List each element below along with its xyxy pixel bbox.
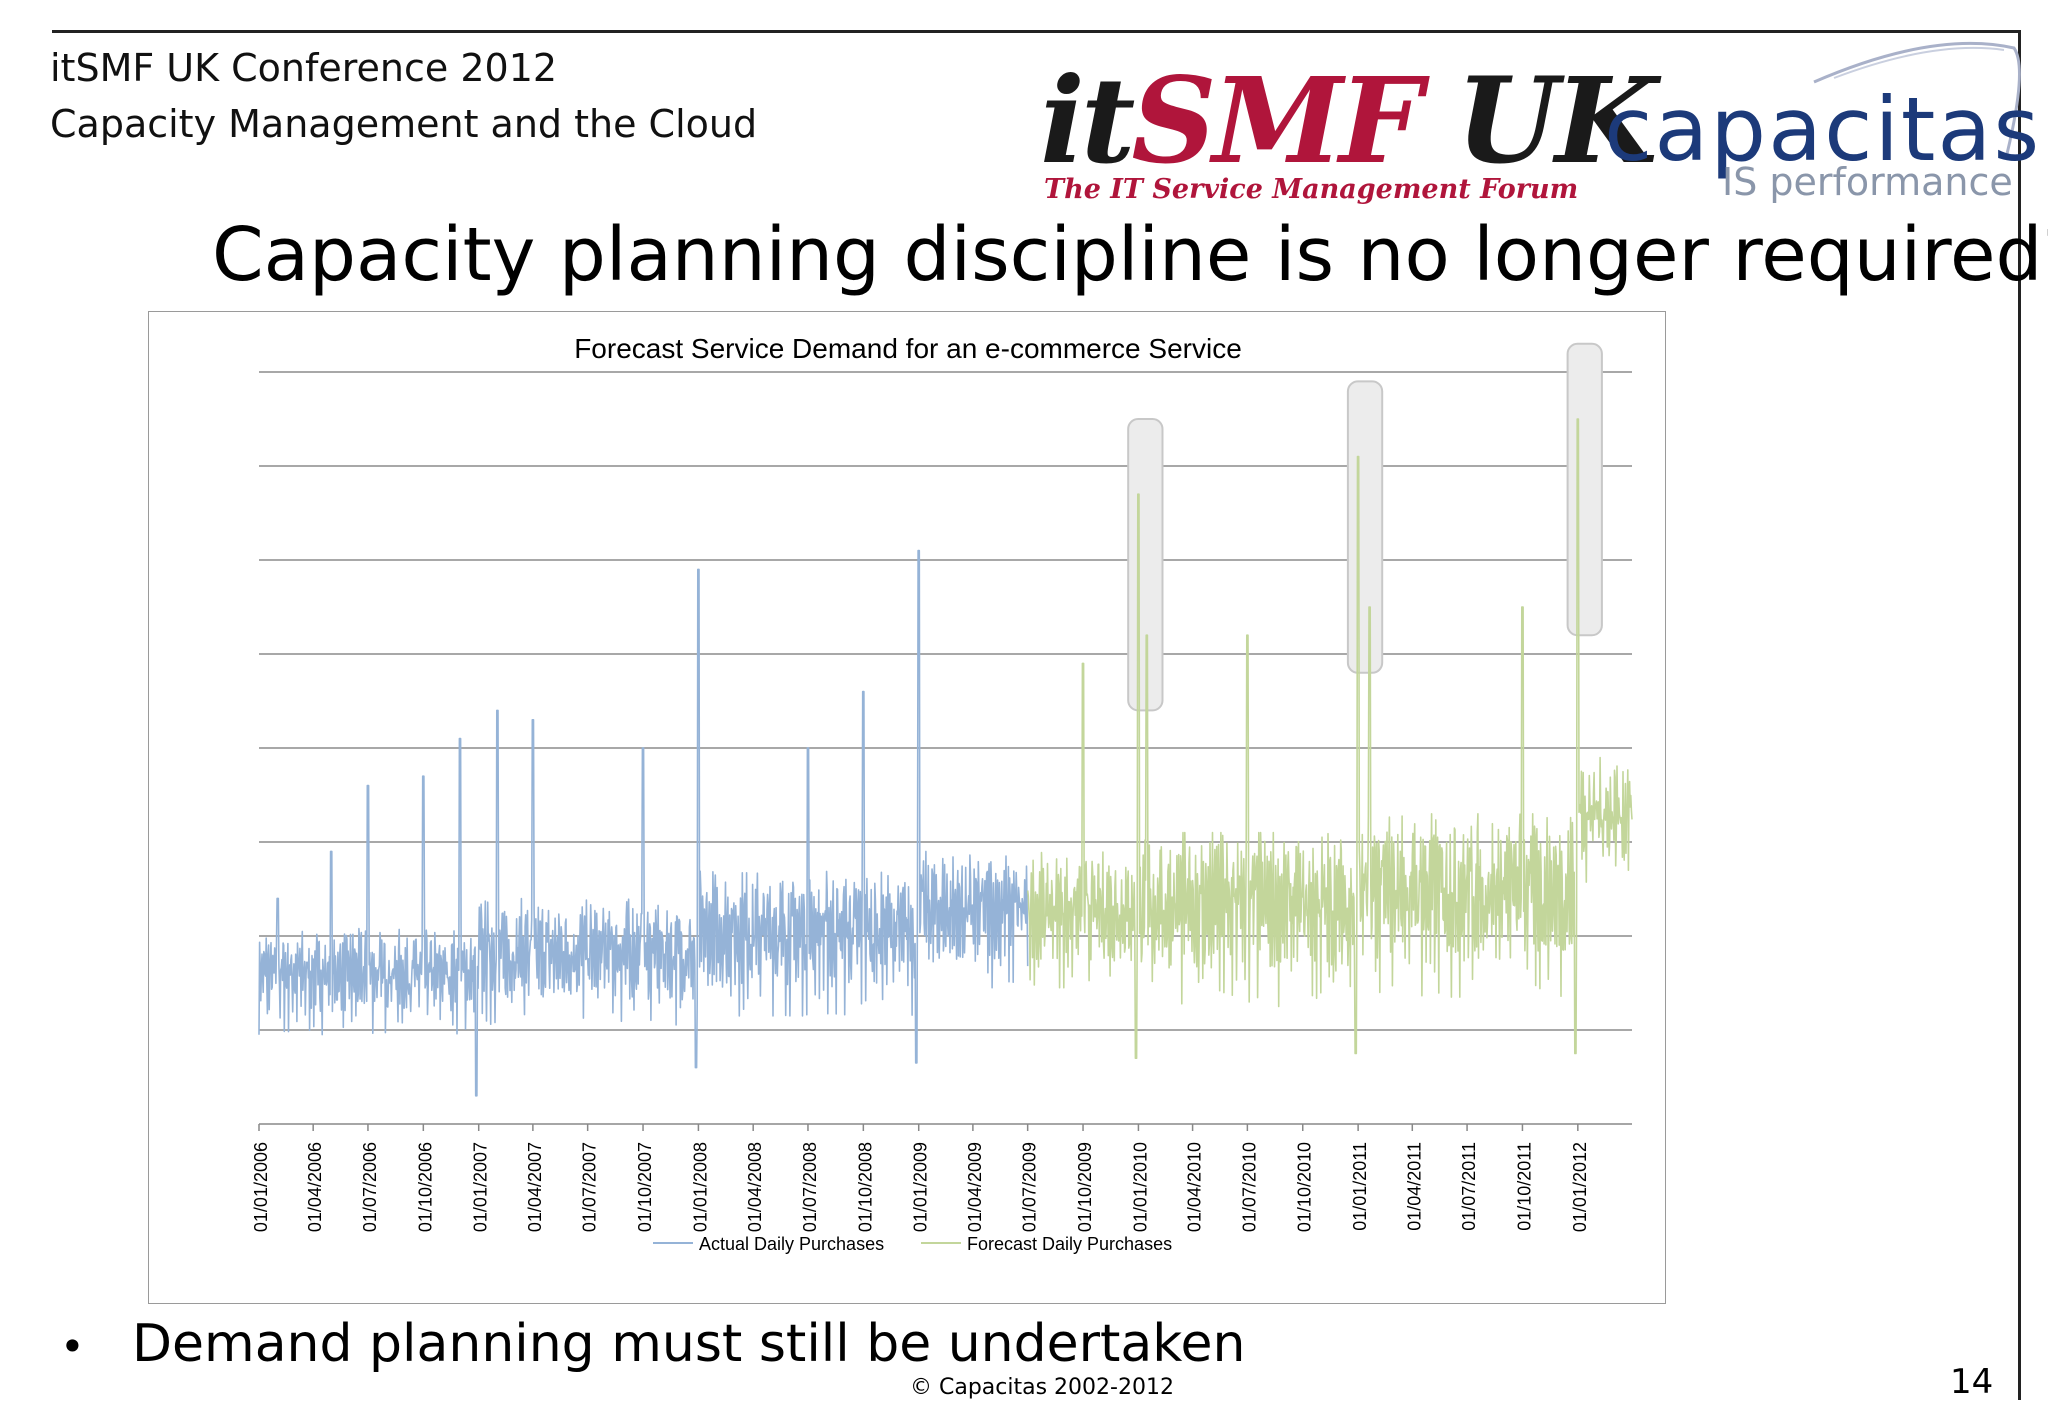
capacitas-swoosh-icon bbox=[1813, 41, 2021, 159]
x-tick-label: 01/10/2008 bbox=[855, 1142, 875, 1232]
x-tick-label: 01/10/2007 bbox=[635, 1142, 655, 1232]
x-tick-label: 01/07/2011 bbox=[1459, 1142, 1479, 1231]
x-tick-label: 01/01/2008 bbox=[690, 1142, 710, 1232]
demand-chart: 01/01/2006 01/04/2006 01/07/2006 01/10/2006… bbox=[251, 333, 1633, 1254]
highlighted-peak-period bbox=[1346, 380, 1384, 674]
legend-label-actual: Actual Daily Purchases bbox=[699, 1234, 884, 1254]
x-tick-label: 01/04/2009 bbox=[965, 1142, 985, 1232]
chart-title: Forecast Service Demand for an e-commerc… bbox=[574, 333, 1242, 364]
x-tick-label: 01/04/2008 bbox=[745, 1142, 765, 1232]
bullet-dot: • bbox=[60, 1322, 85, 1371]
capacitas-wordmark: capacitas bbox=[1604, 78, 2042, 181]
x-tick-label: 01/10/2010 bbox=[1295, 1142, 1315, 1232]
capacitas-logo: capacitas IS performance bbox=[1604, 38, 2039, 218]
x-tick-label: 01/01/2010 bbox=[1130, 1142, 1150, 1232]
conference-subtitle: Capacity Management and the Cloud bbox=[50, 102, 758, 146]
x-tick-label: 01/10/2011 bbox=[1514, 1142, 1534, 1231]
itsmf-logo-it: it bbox=[1040, 51, 1135, 190]
right-rule bbox=[2018, 30, 2021, 1400]
legend-label-forecast: Forecast Daily Purchases bbox=[967, 1234, 1172, 1254]
x-tick-label: 01/07/2006 bbox=[360, 1142, 380, 1232]
top-rule bbox=[52, 30, 2020, 33]
x-tick-label: 01/07/2007 bbox=[580, 1142, 600, 1232]
itsmf-logo-tagline: The IT Service Management Forum bbox=[1044, 174, 1579, 205]
slide-title: Capacity planning discipline is no longe… bbox=[212, 212, 2048, 298]
x-tick-label: 01/01/2009 bbox=[911, 1142, 931, 1232]
actual-series-line bbox=[258, 549, 1029, 1097]
x-tick-label: 01/07/2009 bbox=[1020, 1142, 1040, 1232]
x-tick-label: 01/07/2008 bbox=[800, 1142, 820, 1232]
x-tick-label: 01/10/2009 bbox=[1075, 1142, 1095, 1232]
conference-title: itSMF UK Conference 2012 bbox=[50, 46, 558, 90]
x-tick-label: 01/01/2012 bbox=[1570, 1142, 1590, 1232]
bullet-text: Demand planning must still be undertaken bbox=[132, 1314, 1246, 1374]
x-tick-label: 01/10/2006 bbox=[415, 1142, 435, 1232]
x-tick-label: 01/04/2011 bbox=[1404, 1142, 1424, 1231]
x-tick-label: 01/04/2010 bbox=[1185, 1142, 1205, 1232]
page-number: 14 bbox=[1950, 1362, 1994, 1402]
chart-frame: 01/01/2006 01/04/2006 01/07/2006 01/10/2006… bbox=[148, 311, 1666, 1304]
itsmf-logo-uk: UK bbox=[1456, 51, 1657, 190]
x-tick-label: 01/01/2007 bbox=[471, 1142, 491, 1232]
forecast-series-line bbox=[1026, 418, 1633, 1060]
itsmf-uk-logo: itSMF UK The IT Service Management Forum bbox=[1040, 62, 1658, 212]
highlighted-peak-period bbox=[1566, 342, 1603, 637]
x-tick-label: 01/04/2006 bbox=[305, 1142, 325, 1232]
x-tick-label: 01/01/2006 bbox=[251, 1142, 271, 1232]
x-tick-label: 01/04/2007 bbox=[525, 1142, 545, 1232]
footer-copyright: © Capacitas 2002-2012 bbox=[910, 1375, 1174, 1400]
itsmf-logo-smf: SMF bbox=[1131, 51, 1423, 190]
x-tick-label: 01/07/2010 bbox=[1239, 1142, 1259, 1232]
capacitas-tagline: IS performance bbox=[1722, 160, 2013, 204]
x-tick-label: 01/01/2011 bbox=[1350, 1142, 1370, 1231]
